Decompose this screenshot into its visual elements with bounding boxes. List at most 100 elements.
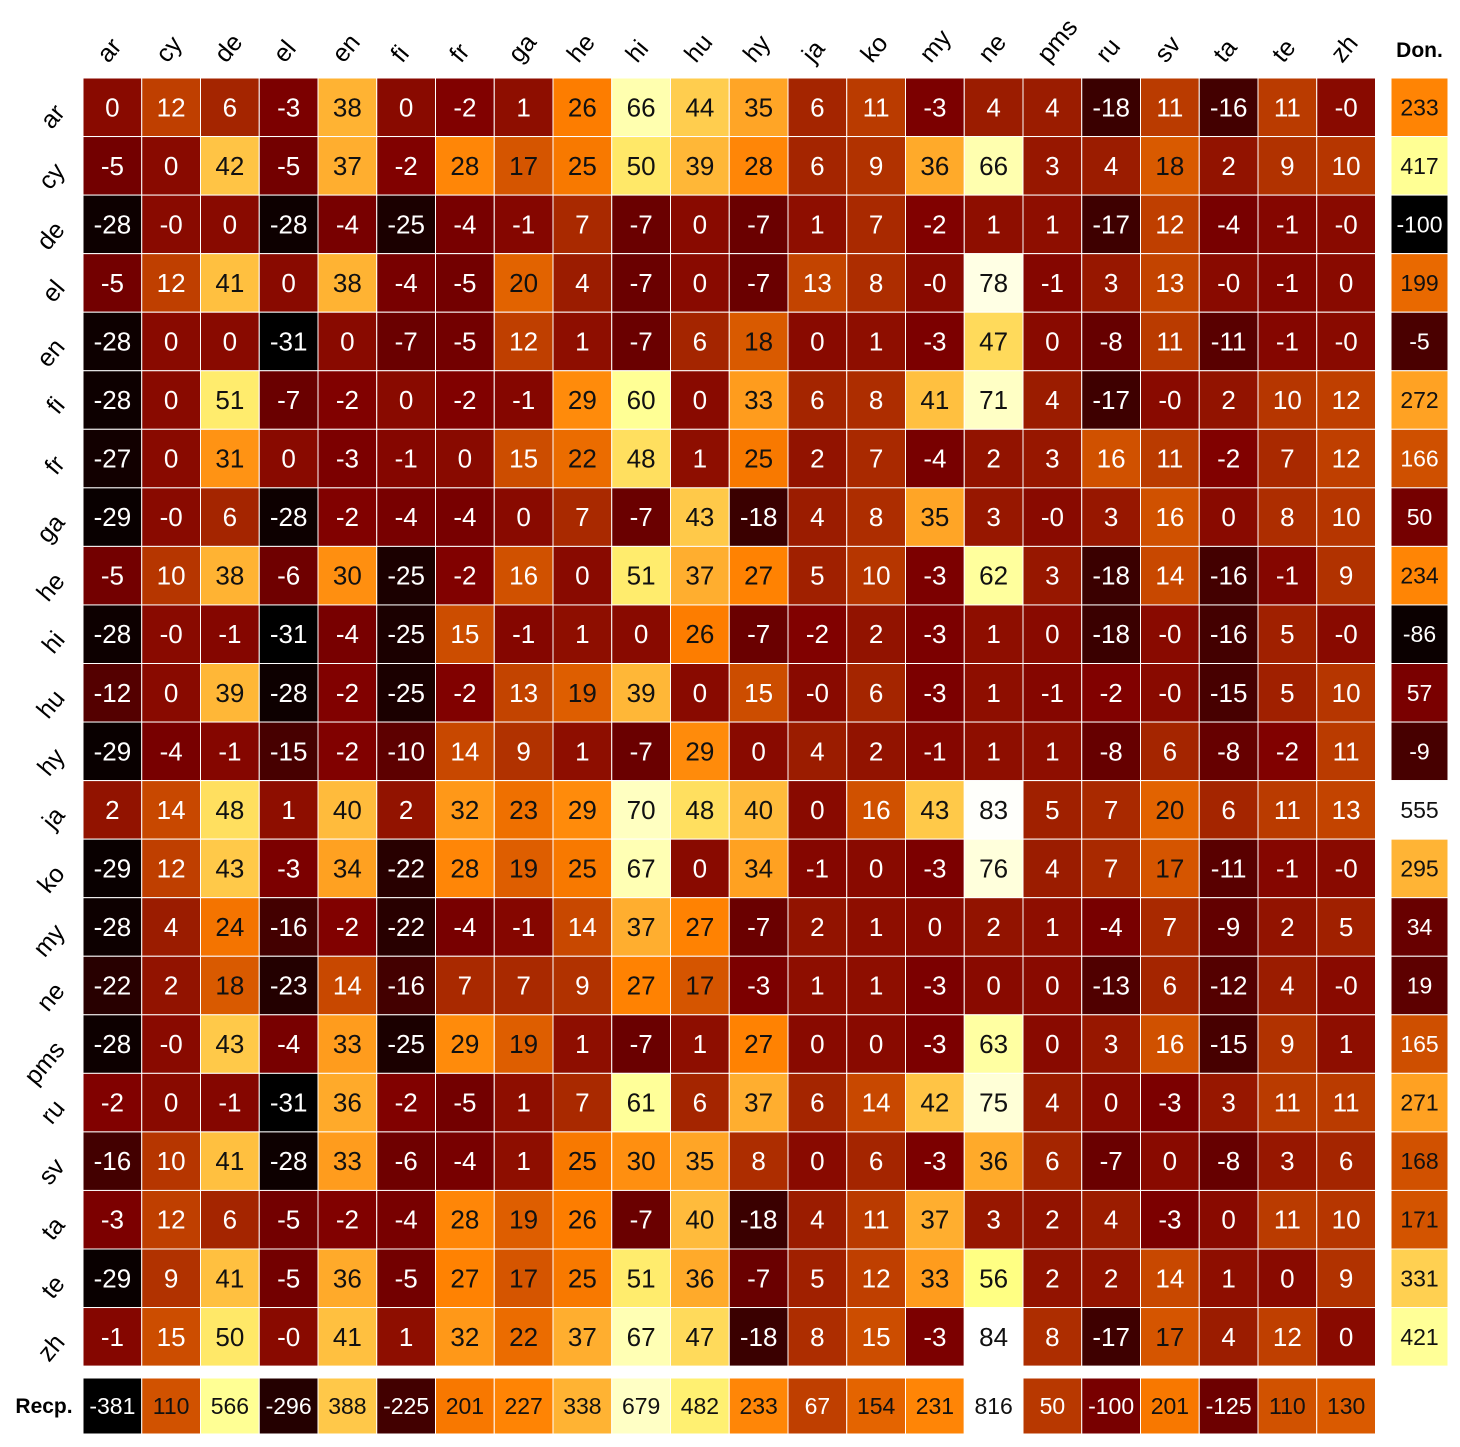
recipient-total-value: 50: [1040, 1393, 1066, 1419]
cell-rect: [787, 1189, 848, 1250]
heatmap-cell: 6: [846, 1131, 906, 1191]
cell-rect: [1140, 428, 1200, 489]
cell-value: 9: [164, 1263, 178, 1293]
recipient-rect: [1081, 1377, 1141, 1435]
heatmap-cell: -10: [376, 721, 436, 782]
heatmap-cell: 0: [728, 721, 789, 782]
cell-rect: [670, 1189, 730, 1250]
cell-value: 66: [627, 92, 656, 122]
heatmap-cell: 2: [376, 780, 436, 840]
column-label-ko: ko: [855, 30, 893, 68]
heatmap-cell: 67: [611, 1307, 671, 1367]
cell-value: -5: [277, 1263, 300, 1293]
cell-rect: [846, 428, 906, 489]
heatmap-cell: 0: [1022, 1014, 1083, 1074]
heatmap-cell: 8: [846, 253, 906, 313]
heatmap-cell: 33: [317, 1014, 378, 1074]
cell-rect: [846, 1307, 906, 1367]
donor-total-cell: -86: [1390, 604, 1449, 665]
heatmap-cell: 1: [963, 663, 1024, 723]
heatmap-cell: 7: [552, 1072, 613, 1133]
cell-value: 76: [979, 853, 1008, 883]
cell-rect: [1081, 780, 1141, 840]
cell-value: 2: [164, 971, 178, 1001]
heatmap-cell: 40: [317, 780, 378, 840]
cell-value: -3: [923, 1322, 946, 1352]
heatmap-cell: -4: [258, 1014, 319, 1074]
cell-value: -2: [336, 385, 359, 415]
cell-value: -0: [1158, 385, 1181, 415]
cell-value: -3: [1158, 1088, 1181, 1118]
cell-value: 12: [1273, 1322, 1302, 1352]
cell-rect: [1198, 604, 1259, 665]
heatmap-cell: 71: [963, 370, 1024, 430]
recipient-rect: [317, 1377, 378, 1435]
heatmap-cell: 1: [493, 1072, 554, 1133]
heatmap-cell: 84: [963, 1307, 1024, 1367]
cell-value: 12: [509, 326, 538, 356]
heatmap-cell: -16: [82, 1131, 143, 1191]
cell-rect: [376, 1072, 436, 1133]
cell-value: 26: [568, 1205, 597, 1235]
cell-rect: [611, 77, 671, 138]
cell-rect: [435, 428, 495, 489]
heatmap-cell: 14: [1140, 1248, 1200, 1309]
heatmap-cell: -22: [376, 838, 436, 899]
recipient-total-value: 110: [1269, 1393, 1306, 1419]
cell-rect: [670, 1072, 730, 1133]
cell-value: 2: [869, 736, 883, 766]
heatmap-cell: 31: [200, 428, 260, 489]
heatmap-cell: 37: [728, 1072, 789, 1133]
recipient-total-value: 231: [916, 1393, 954, 1419]
cell-value: 30: [627, 1146, 656, 1176]
cell-rect: [552, 604, 613, 665]
cell-value: 0: [1163, 1146, 1177, 1176]
row-label-hi: hi: [37, 626, 71, 659]
cell-rect: [1257, 1248, 1318, 1309]
cell-rect: [728, 1131, 789, 1191]
cell-value: 5: [810, 561, 824, 591]
cell-value: 9: [1280, 151, 1294, 181]
donor-rect: [1390, 780, 1449, 840]
heatmap-cell: -18: [1081, 604, 1141, 665]
cell-rect: [1081, 370, 1141, 430]
cell-value: -2: [336, 736, 359, 766]
heatmap-cell: 0: [376, 77, 436, 138]
cell-value: 0: [164, 385, 178, 415]
recipient-total-cell: 50: [1022, 1377, 1083, 1435]
cell-rect: [258, 897, 319, 957]
cell-rect: [846, 955, 906, 1016]
cell-value: 5: [810, 1263, 824, 1293]
cell-rect: [376, 604, 436, 665]
heatmap-cell: 10: [141, 1131, 201, 1191]
heatmap-cell: 13: [1316, 780, 1376, 840]
column-label-my: my: [914, 24, 957, 68]
column-label-fr: fr: [444, 38, 475, 68]
donor-total-value: -9: [1409, 738, 1429, 764]
cell-rect: [317, 1189, 378, 1250]
cell-value: -28: [270, 502, 308, 532]
cell-value: -1: [1276, 853, 1299, 883]
cell-rect: [728, 311, 789, 372]
cell-value: 3: [986, 502, 1000, 532]
heatmap-cell: 10: [1316, 487, 1376, 547]
heatmap-cell: -0: [141, 1014, 201, 1074]
heatmap-cell: -28: [258, 487, 319, 547]
cell-rect: [376, 253, 436, 313]
cell-value: 3: [1104, 268, 1118, 298]
cell-value: 11: [1274, 795, 1301, 825]
heatmap-cell: 3: [1257, 1131, 1318, 1191]
cell-rect: [1198, 1072, 1259, 1133]
heatmap-cell: -28: [82, 604, 143, 665]
cell-value: 7: [575, 209, 589, 239]
recipient-rect: [1140, 1377, 1200, 1435]
cell-value: 4: [1045, 1088, 1059, 1118]
heatmap-cell: 0: [200, 311, 260, 372]
heatmap-cell: 2: [787, 428, 848, 489]
cell-value: -7: [395, 326, 418, 356]
cell-value: -0: [1217, 268, 1240, 298]
cell-value: 9: [869, 151, 883, 181]
heatmap-cell: 2: [1022, 1189, 1083, 1250]
heatmap-cell: -12: [1198, 955, 1259, 1016]
donor-total-cell: 57: [1390, 663, 1449, 723]
